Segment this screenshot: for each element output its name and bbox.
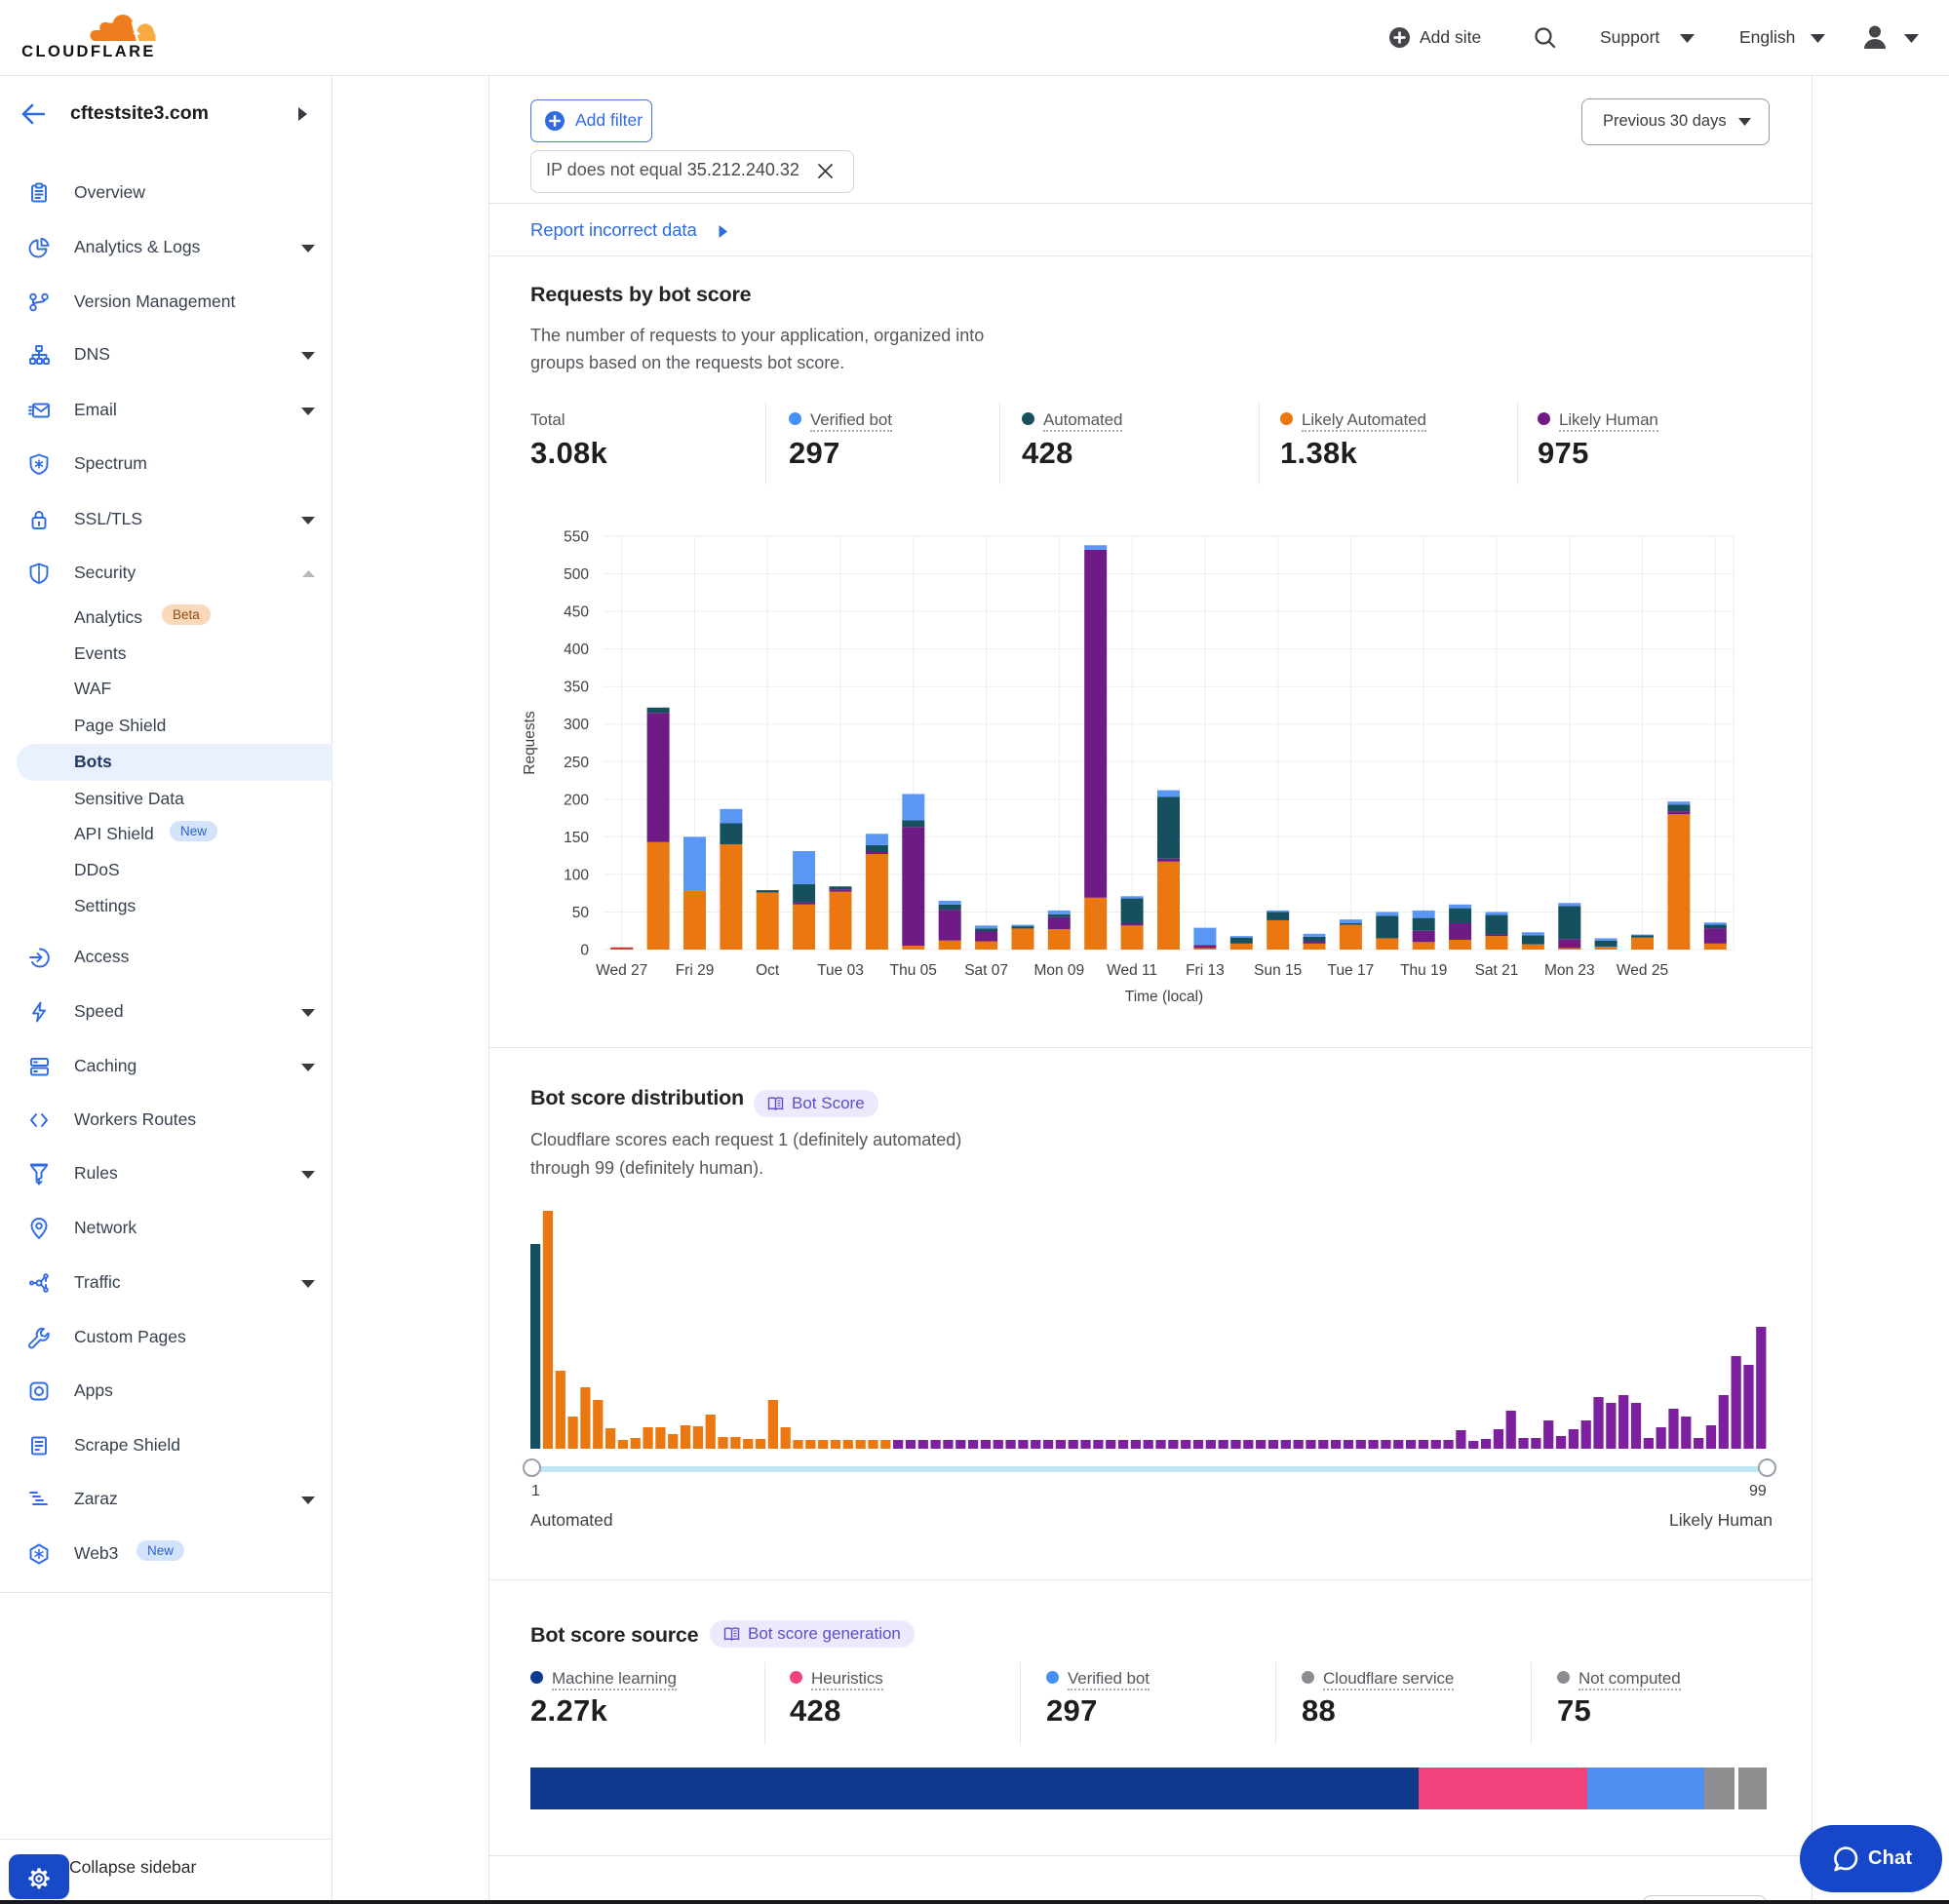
svg-text:Sat 07: Sat 07	[964, 962, 1008, 979]
svg-text:Oct: Oct	[756, 962, 780, 979]
svg-text:500: 500	[564, 566, 589, 583]
svg-text:Fri 13: Fri 13	[1186, 962, 1225, 979]
svg-text:450: 450	[564, 604, 589, 621]
svg-text:Wed 25: Wed 25	[1617, 962, 1668, 979]
svg-text:0: 0	[580, 943, 589, 959]
svg-text:Sun 15: Sun 15	[1254, 962, 1302, 979]
svg-text:400: 400	[564, 641, 589, 658]
svg-text:Sat 21: Sat 21	[1475, 962, 1519, 979]
svg-text:Wed 11: Wed 11	[1107, 962, 1157, 979]
svg-text:Tue 17: Tue 17	[1328, 962, 1375, 979]
svg-text:Mon 23: Mon 23	[1544, 962, 1595, 979]
svg-text:Mon 09: Mon 09	[1033, 962, 1084, 979]
svg-text:Requests: Requests	[522, 711, 538, 775]
svg-text:Thu 19: Thu 19	[1400, 962, 1447, 979]
svg-text:200: 200	[564, 792, 589, 808]
svg-text:Thu 05: Thu 05	[890, 962, 937, 979]
svg-text:100: 100	[564, 867, 589, 883]
svg-text:300: 300	[564, 717, 589, 733]
svg-text:150: 150	[564, 830, 589, 846]
svg-text:50: 50	[572, 905, 590, 921]
svg-text:Time (local): Time (local)	[1125, 989, 1203, 1005]
svg-text:Tue 03: Tue 03	[817, 962, 864, 979]
svg-text:350: 350	[564, 680, 589, 696]
svg-text:250: 250	[564, 755, 589, 771]
svg-text:Fri 29: Fri 29	[676, 962, 715, 979]
svg-text:550: 550	[564, 529, 589, 546]
svg-text:Wed 27: Wed 27	[596, 962, 647, 979]
